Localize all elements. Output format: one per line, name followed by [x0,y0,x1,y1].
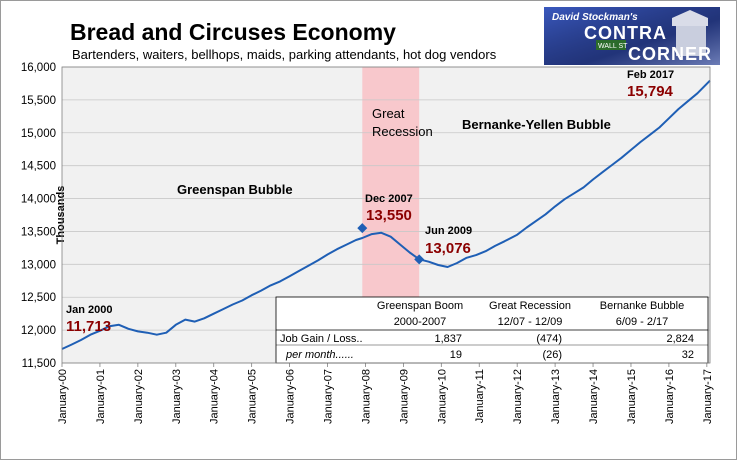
y-tick-label: 15,000 [21,128,56,140]
table-row1-val2: (474) [536,333,562,345]
summary-table: Greenspan Boom 2000-2007 Great Recession… [275,296,709,364]
annot-jun2009-label: Jun 2009 [425,225,472,237]
y-tick-label: 12,000 [21,325,56,337]
x-tick-labels: January-00 January-01 January-02 January-03… [57,363,714,424]
annot-feb2017-label: Feb 2017 [627,69,674,81]
annot-feb2017-value: 15,794 [627,83,674,100]
y-tick-label: 14,000 [21,194,56,206]
y-tick-label: 15,500 [21,95,56,107]
y-tick-label: 13,500 [21,226,56,238]
data-marker [357,223,368,234]
y-tick-label: 16,000 [21,62,56,74]
table-col1-header2: 2000-2007 [394,316,447,328]
table-col3-header2: 6/09 - 2/17 [616,316,669,328]
logo-sign: WALL ST [598,43,628,50]
data-marker [414,254,425,265]
table-row1-val1: 1,837 [434,333,462,345]
x-tick-label: January-11 [474,369,486,423]
chart-title: Bread and Circuses Economy [70,19,396,45]
plot-border [61,66,711,364]
x-tick-label: January-16 [664,369,676,424]
logo-line1: David Stockman's [552,12,638,23]
region-label-bernanke-yellen: Bernanke-Yellen Bubble [462,117,611,132]
y-tick-label: 12,500 [21,292,56,304]
x-tick-label: January-13 [550,369,562,424]
x-tick-label: January-05 [247,369,259,424]
region-label-greenspan: Greenspan Bubble [177,182,293,197]
table-row1-val3: 2,824 [666,333,694,345]
x-tick-label: January-14 [588,369,600,424]
x-tick-label: January-01 [95,369,107,424]
data-markers [357,223,425,265]
series-line [61,79,711,350]
chart-subtitle: Bartenders, waiters, bellhops, maids, pa… [72,47,497,62]
x-tick-label: January-00 [57,369,69,424]
annot-jun2009-value: 13,076 [425,240,471,257]
annot-jan2000-label: Jan 2000 [66,304,112,316]
x-tick-label: January-08 [360,369,372,424]
x-tick-label: January-09 [398,369,410,424]
contra-corner-logo: David Stockman's CONTRA CORNER WALL ST [544,7,720,65]
table-col1-header1: Greenspan Boom [377,300,463,312]
table-col2-header2: 12/07 - 12/09 [498,316,563,328]
x-tick-label: January-15 [626,369,638,424]
series-path [61,79,711,350]
table-row2-label: per month...... [285,349,354,361]
x-tick-label: January-10 [436,369,448,424]
table-row1-label: Job Gain / Loss.. [280,333,363,345]
y-tick-labels: 11,500 12,000 12,500 13,000 13,500 14,000 14,5… [21,62,56,370]
table-row2-val1: 19 [450,349,462,361]
y-tick-label: 13,000 [21,259,56,271]
logo-line3: CORNER [628,44,712,64]
annot-jan2000-value: 11,713 [66,318,111,335]
x-tick-label: January-07 [323,369,335,424]
x-tick-label: January-12 [512,369,524,424]
x-tick-label: January-06 [285,369,297,424]
table-col3-header1: Bernanke Bubble [600,300,684,312]
table-row2-val2: (26) [542,349,562,361]
x-tick-label: January-02 [133,369,145,424]
table-col2-header1: Great Recession [489,300,571,312]
logo-line2: CONTRA [584,23,667,43]
annot-dec2007-value: 13,550 [366,207,412,224]
recession-label-line1: Great [372,106,405,121]
x-tick-label: January-17 [702,369,714,424]
table-row2-val3: 32 [682,349,694,361]
y-tick-label: 14,500 [21,161,56,173]
annot-dec2007-label: Dec 2007 [365,193,413,205]
x-tick-label: January-04 [209,369,221,424]
street-sign-icon [596,40,626,50]
y-tick-label: 11,500 [22,358,56,370]
recession-label-line2: Recession [372,124,433,139]
x-tick-label: January-03 [171,369,183,424]
y-axis-label: Thousands [55,186,67,245]
capitol-icon [672,10,708,26]
